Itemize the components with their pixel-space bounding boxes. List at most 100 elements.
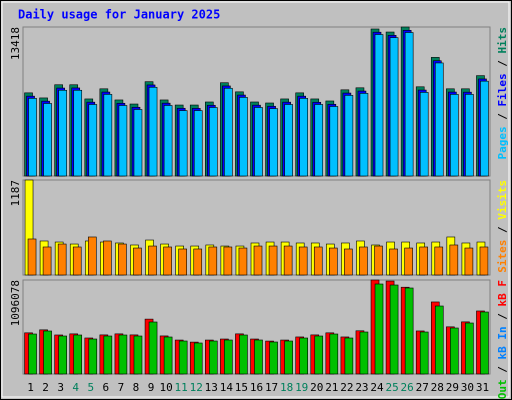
bar: [43, 103, 52, 177]
legend-separator: /: [496, 54, 509, 74]
bar: [72, 246, 82, 276]
x-tick-label: 10: [159, 381, 172, 394]
bar: [27, 238, 37, 276]
bar: [58, 89, 67, 177]
bar: [268, 245, 278, 276]
legend-separator: /: [496, 360, 509, 380]
bar: [329, 333, 339, 375]
x-tick-label: 19: [295, 381, 308, 394]
bar: [299, 98, 308, 177]
bar: [224, 87, 233, 177]
x-tick-label: 8: [133, 381, 140, 394]
bar: [404, 287, 414, 375]
bar: [178, 248, 187, 276]
bar: [103, 240, 112, 276]
x-tick-label: 5: [87, 381, 94, 394]
bar: [239, 334, 248, 375]
bar: [450, 94, 459, 177]
bar: [148, 321, 158, 375]
bar: [434, 62, 444, 177]
bar: [133, 109, 143, 177]
bar: [133, 247, 142, 276]
bar: [479, 246, 489, 276]
x-tick-label: 21: [325, 381, 338, 394]
bar: [374, 245, 383, 276]
bar: [344, 337, 354, 375]
bar: [178, 340, 188, 375]
bar: [269, 108, 278, 177]
bar: [450, 327, 459, 375]
x-tick-label: 6: [103, 381, 110, 394]
bar: [329, 106, 339, 177]
x-tick-label: 28: [431, 381, 444, 394]
bar: [148, 245, 157, 276]
x-tick-label: 1: [27, 381, 34, 394]
bar: [193, 110, 203, 177]
bar: [283, 245, 293, 276]
bar: [480, 80, 489, 177]
bar: [103, 94, 113, 177]
x-tick-label: 20: [310, 381, 323, 394]
bar: [480, 311, 489, 375]
bar: [208, 246, 218, 276]
bar: [28, 333, 37, 375]
x-tick-label: 2: [42, 381, 49, 394]
x-tick-label: 26: [401, 381, 414, 394]
bar: [253, 245, 263, 276]
bar: [434, 305, 444, 375]
x-tick-label: 30: [461, 381, 474, 394]
legend-separator: /: [496, 107, 509, 127]
legend-separator: /: [496, 220, 509, 240]
bar: [449, 244, 459, 276]
bar: [314, 335, 324, 375]
bar: [28, 98, 37, 177]
legend-entry: Pages: [496, 126, 509, 159]
y-tick-label: 1096078: [9, 280, 22, 326]
bar: [434, 246, 444, 276]
x-tick-label: 13: [205, 381, 218, 394]
legend-entry: Files: [496, 73, 509, 106]
bar: [118, 243, 127, 276]
bar: [163, 246, 172, 276]
bar: [359, 331, 369, 375]
bar: [73, 89, 83, 177]
x-tick-label: 11: [175, 381, 188, 394]
bar: [298, 246, 308, 276]
bar: [404, 32, 414, 177]
bar: [313, 246, 323, 276]
bar: [43, 330, 52, 375]
bar: [148, 86, 158, 177]
x-tick-label: 15: [235, 381, 248, 394]
bar: [374, 34, 384, 177]
bar: [42, 246, 52, 276]
x-tick-label: 7: [118, 381, 125, 394]
x-tick-label: 3: [57, 381, 64, 394]
bar: [193, 248, 203, 276]
legend: Pages / Files / Hits: [496, 27, 509, 160]
bar: [88, 104, 98, 177]
bar: [329, 247, 338, 276]
bar: [465, 94, 474, 177]
bar: [269, 341, 278, 375]
bar: [209, 107, 218, 177]
bar: [87, 236, 97, 276]
bar: [163, 105, 173, 177]
bar: [238, 247, 248, 276]
bar: [254, 107, 263, 177]
bar: [223, 246, 233, 276]
chart-title: Daily usage for January 2025: [18, 8, 220, 22]
x-tick-label: 29: [446, 381, 459, 394]
bar: [419, 92, 429, 177]
legend-entry: kB F: [496, 280, 509, 307]
legend-separator: /: [496, 307, 509, 327]
bar: [284, 340, 293, 375]
x-tick-label: 17: [265, 381, 278, 394]
bar: [419, 246, 429, 276]
bar: [284, 104, 293, 177]
bar: [389, 37, 399, 177]
x-tick-label: 9: [148, 381, 155, 394]
legend-entry: kB Out: [496, 379, 509, 400]
bar: [209, 340, 218, 375]
